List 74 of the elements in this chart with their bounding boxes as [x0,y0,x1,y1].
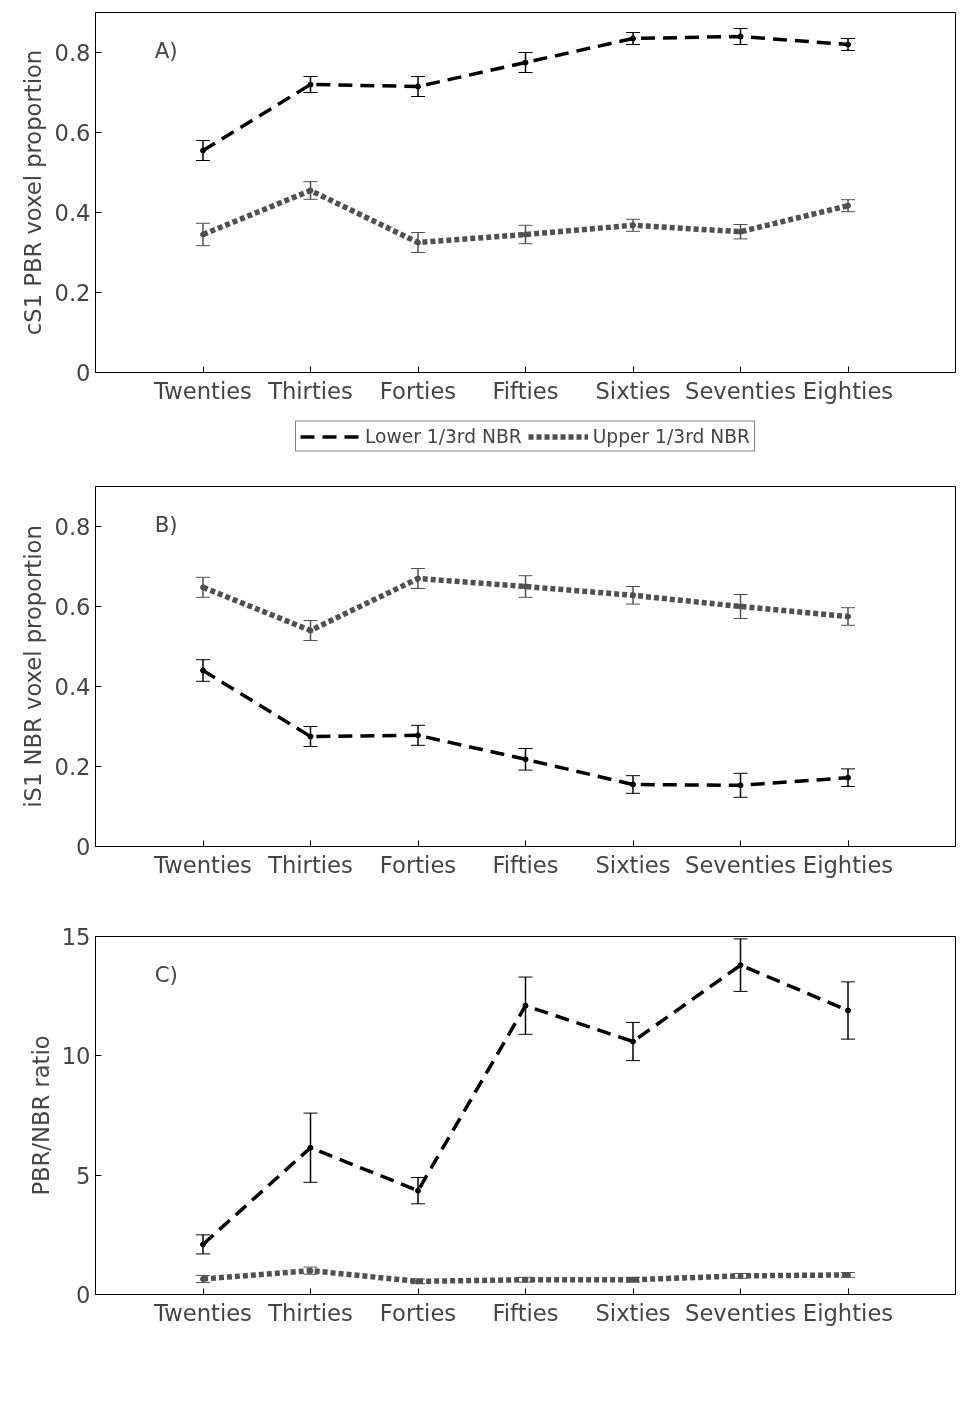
y-tick-label: 15 [61,924,91,950]
x-tick-label: Forties [379,1299,457,1326]
x-tick-label: Thirties [267,1299,353,1326]
point [630,35,636,42]
point [630,222,636,229]
y-axis-title: PBR/NBR ratio [27,1035,54,1196]
x-tick-label: Seventies [685,851,796,878]
point [415,1187,421,1194]
y-tick-label: 0.8 [54,514,91,540]
x-tick-label: Twenties [153,377,252,404]
x-tick-label: Eighties [802,851,894,878]
annotation: C) [154,961,178,987]
x-tick-label: Fifties [492,377,559,404]
point [630,592,636,599]
y-axis-title: cS1 PBR voxel proportion [20,49,47,336]
y-tick-label: 0.6 [54,594,91,620]
point [630,1038,636,1045]
y-tick-label: 0 [76,834,91,860]
x-tick-label: Sixties [595,851,671,878]
point [200,1241,206,1248]
y-tick-label: 0.2 [54,754,91,780]
point [630,781,636,788]
y-tick-label: 0.4 [54,200,91,226]
annotation: A) [154,37,178,63]
point [200,667,206,674]
x-tick-label: Eighties [802,1299,894,1326]
point [737,782,744,789]
y-tick-label: 0 [76,360,91,386]
point [845,202,851,209]
x-tick-label: Sixties [595,377,671,404]
y-tick-label: 0.6 [54,120,91,146]
x-tick-label: Fifties [492,1299,559,1326]
point [737,33,744,40]
point [415,575,421,582]
point [307,733,314,740]
x-tick-label: Eighties [802,377,894,404]
point [200,147,206,154]
y-tick-label: 0 [76,1282,91,1308]
point [845,41,851,48]
point [737,962,744,969]
y-tick-label: 0.4 [54,674,91,700]
point [522,1002,529,1009]
x-tick-label: Forties [379,377,457,404]
point [522,59,529,66]
point [845,774,851,781]
point [200,584,206,591]
x-tick-label: Twenties [153,1299,252,1326]
point [307,81,314,88]
y-axis-title: iS1 NBR voxel proportion [20,525,47,808]
x-tick-label: Thirties [267,851,353,878]
point [200,231,206,238]
y-tick-label: 10 [61,1043,91,1070]
x-tick-label: Thirties [267,377,353,404]
point [415,83,421,90]
point [307,1144,314,1151]
point [415,732,421,739]
point [307,627,314,634]
annotation: B) [154,511,178,537]
x-tick-label: Forties [379,851,457,878]
x-tick-label: Fifties [492,851,559,878]
point [522,756,529,763]
point [415,239,421,246]
legend-label: Upper 1/3rd NBR [592,425,750,447]
point [845,613,851,620]
x-tick-label: Twenties [153,851,252,878]
x-tick-label: Seventies [685,377,796,404]
x-tick-label: Sixties [595,1299,671,1326]
y-tick-label: 5 [76,1162,91,1189]
y-tick-label: 0.8 [54,40,91,66]
x-tick-label: Seventies [685,1299,796,1326]
legend-label: Lower 1/3rd NBR [365,425,522,447]
y-tick-label: 0.2 [54,280,91,306]
point [845,1007,851,1014]
point [307,187,314,194]
